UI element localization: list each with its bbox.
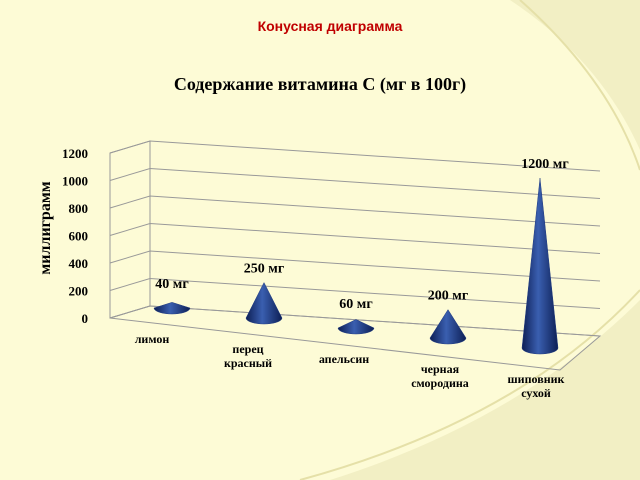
x-tick-label: черная смородина xyxy=(411,362,469,390)
cone xyxy=(245,282,283,325)
chart-title: Содержание витамина С (мг в 100г) xyxy=(174,74,466,95)
x-tick-label: перец красный xyxy=(224,342,272,370)
grid-line xyxy=(109,222,601,254)
y-tick-label: 200 xyxy=(69,284,89,299)
cone xyxy=(337,319,375,335)
x-tick-label: шиповник сухой xyxy=(508,372,565,400)
decoration xyxy=(299,289,640,480)
cone xyxy=(153,302,191,315)
y-tick-label: 400 xyxy=(69,256,89,271)
plot: 0 200 400 600 800 1000 1200 40 мг лимон 250 мг пер… xyxy=(62,140,602,400)
y-axis-label: миллиграмм xyxy=(37,181,54,274)
y-tick-label: 800 xyxy=(69,201,89,216)
y-tick-label: 1200 xyxy=(62,146,88,161)
y-tick-label: 600 xyxy=(69,229,89,244)
value-label: 200 мг xyxy=(428,289,468,304)
decoration xyxy=(519,0,640,171)
value-label: 40 мг xyxy=(155,277,188,292)
decoration xyxy=(510,0,640,150)
grid-line xyxy=(109,277,601,309)
y-tick-label: 1000 xyxy=(62,174,88,189)
cone xyxy=(521,177,559,355)
value-label: 60 мг xyxy=(339,297,372,312)
grid-line xyxy=(109,250,601,282)
grid-line xyxy=(109,167,601,199)
x-tick-label: лимон xyxy=(135,332,170,346)
x-tick-label: апельсин xyxy=(319,352,369,366)
cone xyxy=(429,309,467,345)
decoration xyxy=(330,300,640,480)
grid-line xyxy=(109,195,601,227)
grid-line xyxy=(109,140,601,172)
y-tick-label: 0 xyxy=(82,311,89,326)
value-label: 1200 мг xyxy=(521,157,568,172)
slide-title: Конусная диаграмма xyxy=(258,18,403,34)
value-label: 250 мг xyxy=(244,262,284,277)
